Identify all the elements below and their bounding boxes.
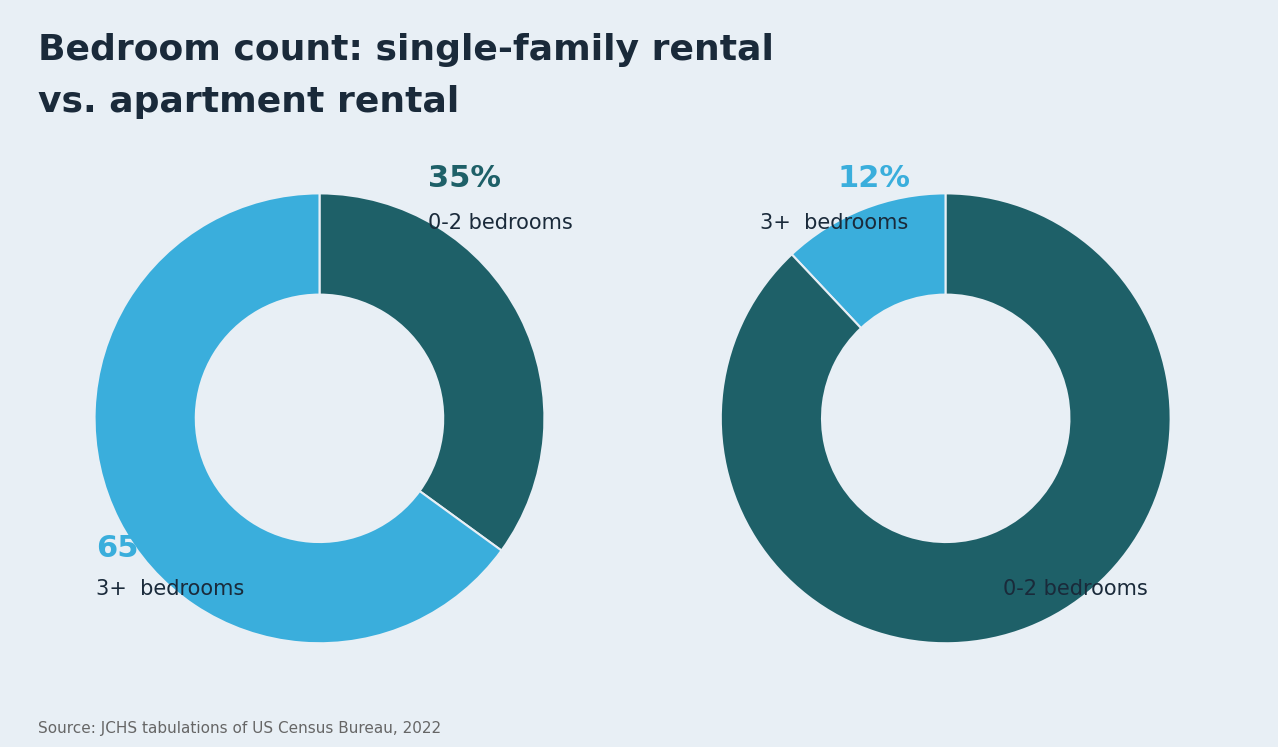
Wedge shape — [95, 193, 501, 643]
Text: 0-2 bedrooms: 0-2 bedrooms — [428, 213, 573, 233]
Wedge shape — [320, 193, 544, 551]
Wedge shape — [792, 193, 946, 328]
Text: 65%: 65% — [96, 534, 169, 563]
Text: Source: JCHS tabulations of US Census Bureau, 2022: Source: JCHS tabulations of US Census Bu… — [38, 721, 441, 736]
Text: 35%: 35% — [428, 164, 501, 193]
Text: 12%: 12% — [837, 164, 910, 193]
Text: 0-2 bedrooms: 0-2 bedrooms — [1003, 579, 1148, 599]
Text: Bedroom count: single-family rental: Bedroom count: single-family rental — [38, 33, 774, 66]
Text: 88%: 88% — [1003, 534, 1076, 563]
Text: 3+  bedrooms: 3+ bedrooms — [96, 579, 244, 599]
Text: vs. apartment rental: vs. apartment rental — [38, 85, 460, 119]
Wedge shape — [721, 193, 1171, 643]
Text: 3+  bedrooms: 3+ bedrooms — [760, 213, 909, 233]
